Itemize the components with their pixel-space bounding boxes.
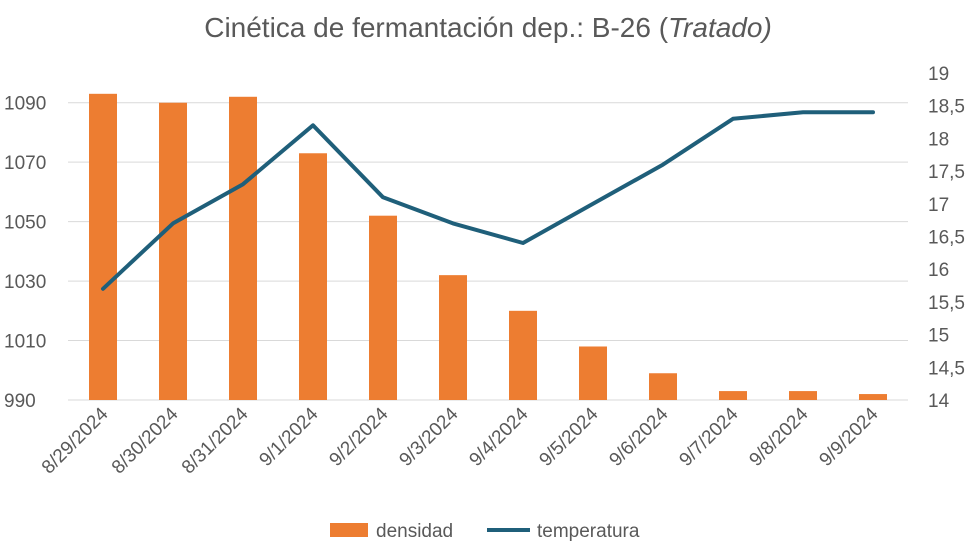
bar-densidad-1 bbox=[159, 102, 187, 401]
bar-densidad-8 bbox=[649, 373, 677, 400]
right-tick-label: 15 bbox=[928, 326, 949, 347]
left-tick-label: 1050 bbox=[4, 213, 46, 234]
right-tick-label: 19 bbox=[928, 64, 949, 85]
temperature-line bbox=[101, 110, 875, 291]
right-tick-label: 14,5 bbox=[928, 358, 965, 379]
temperature-line-group bbox=[101, 110, 875, 291]
left-tick-label: 990 bbox=[4, 391, 36, 412]
bar-densidad-2 bbox=[229, 96, 257, 401]
left-axis-ticks: 990 1010 1030 1050 1070 1090 bbox=[4, 94, 46, 412]
right-axis-ticks: 14 14,5 15 15,5 16 16,5 17 17,5 18 18,5 19 bbox=[928, 64, 965, 412]
right-tick-label: 16 bbox=[928, 260, 949, 281]
x-tick-label: 9/2/2024 bbox=[325, 403, 392, 470]
x-tick-label: 9/6/2024 bbox=[605, 403, 672, 470]
x-tick-label: 8/29/2024 bbox=[38, 403, 113, 478]
x-tick-label: 9/8/2024 bbox=[745, 403, 812, 470]
bar-densidad-4 bbox=[369, 215, 397, 400]
legend-label-densidad: densidad bbox=[376, 521, 453, 542]
density-bars bbox=[89, 93, 887, 401]
legend: densidad temperatura bbox=[330, 521, 640, 542]
x-tick-label: 8/31/2024 bbox=[178, 403, 253, 478]
right-tick-label: 17 bbox=[928, 195, 949, 216]
x-tick-label: 9/7/2024 bbox=[675, 403, 742, 470]
right-tick-label: 16,5 bbox=[928, 228, 965, 249]
legend-label-temperatura: temperatura bbox=[537, 521, 640, 542]
chart-title: Cinética de fermantación dep.: B-26 (Tra… bbox=[204, 12, 772, 43]
x-tick-label: 9/4/2024 bbox=[465, 403, 532, 470]
bar-densidad-11 bbox=[859, 394, 887, 400]
x-tick-label: 9/3/2024 bbox=[395, 403, 462, 470]
gridlines bbox=[68, 102, 908, 401]
left-tick-label: 1070 bbox=[4, 153, 46, 174]
legend-swatch-densidad bbox=[330, 523, 368, 537]
x-tick-label: 9/9/2024 bbox=[815, 403, 882, 470]
bar-densidad-3 bbox=[299, 153, 327, 400]
bar-densidad-5 bbox=[439, 275, 467, 400]
x-tick-label: 8/30/2024 bbox=[108, 403, 183, 478]
right-tick-label: 17,5 bbox=[928, 162, 965, 183]
bar-densidad-9 bbox=[719, 391, 747, 400]
bar-densidad-7 bbox=[579, 346, 607, 400]
left-tick-label: 1030 bbox=[4, 272, 46, 293]
left-tick-label: 1090 bbox=[4, 94, 46, 115]
right-tick-label: 14 bbox=[928, 391, 950, 412]
bar-densidad-6 bbox=[509, 310, 537, 400]
bar-densidad-10 bbox=[789, 391, 817, 400]
chart-title-italic: Tratado) bbox=[668, 12, 772, 43]
x-tick-label: 9/5/2024 bbox=[535, 403, 602, 470]
bar-densidad-0 bbox=[89, 93, 117, 401]
right-tick-label: 15,5 bbox=[928, 293, 965, 314]
right-tick-label: 18,5 bbox=[928, 97, 965, 118]
left-tick-label: 1010 bbox=[4, 332, 46, 353]
right-tick-label: 18 bbox=[928, 129, 949, 150]
x-tick-label: 9/1/2024 bbox=[255, 403, 322, 470]
chart-title-main: Cinética de fermantación dep.: B-26 ( bbox=[204, 12, 668, 43]
